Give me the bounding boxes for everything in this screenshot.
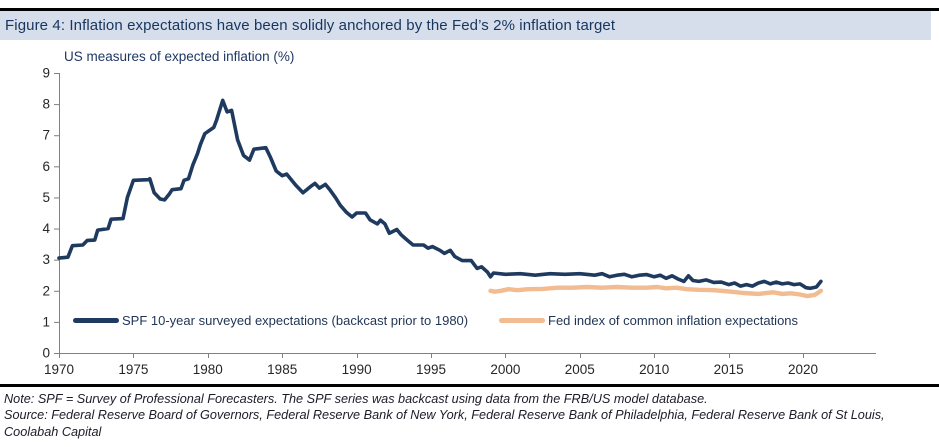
y-tick-label: 5 [42, 190, 50, 205]
x-tick-label: 1985 [267, 362, 297, 377]
y-tick-label: 1 [42, 314, 50, 329]
fed-legend-swatch [499, 317, 545, 323]
y-tick-label: 7 [42, 128, 50, 143]
x-tick-label: 1975 [118, 362, 148, 377]
x-tick-label: 1980 [193, 362, 223, 377]
figure-title-bar: Figure 4: Inflation expectations have be… [0, 11, 931, 40]
footnotes: Note: SPF = Survey of Professional Forec… [4, 391, 910, 440]
y-tick-label: 2 [42, 283, 50, 298]
y-tick-label: 0 [42, 346, 50, 361]
spf-legend-label: SPF 10-year surveyed expectations (backc… [122, 312, 469, 328]
top-border-rule [0, 8, 939, 11]
y-tick-label: 4 [42, 221, 50, 236]
x-tick-label: 1995 [416, 362, 446, 377]
x-tick-label: 1970 [44, 362, 74, 377]
figure-title: Figure 4: Inflation expectations have be… [5, 17, 616, 34]
x-tick-label: 2020 [788, 362, 818, 377]
source-text: Source: Federal Reserve Board of Governo… [4, 408, 885, 439]
legend-item-fed: Fed index of common inflation expectatio… [499, 312, 798, 328]
x-tick-label: 2005 [565, 362, 595, 377]
x-tick-label: 2010 [639, 362, 669, 377]
fed-cie-line [488, 284, 824, 299]
x-tick-label: 2015 [714, 362, 744, 377]
note-text: Note: SPF = Survey of Professional Forec… [4, 392, 708, 406]
x-tick-label: 1990 [342, 362, 372, 377]
spf-expectations-line [57, 98, 823, 291]
y-tick-label: 3 [42, 252, 50, 267]
y-tick-label: 9 [42, 66, 50, 81]
bottom-border-rule [0, 384, 939, 387]
x-tick-label: 2000 [490, 362, 520, 377]
fed-legend-label: Fed index of common inflation expectatio… [548, 312, 799, 328]
y-tick-label: 8 [42, 97, 50, 112]
y-tick-label: 6 [42, 159, 50, 174]
chart-subtitle: US measures of expected inflation (%) [64, 49, 295, 64]
axes-layer: 0 1 2 3 4 5 6 7 8 9 1970 1975 1980 1985 1990 1995 2000 20… [42, 66, 876, 377]
legend-item-spf: SPF 10-year surveyed expectations (backc… [73, 312, 468, 328]
spf-legend-swatch [73, 317, 119, 323]
